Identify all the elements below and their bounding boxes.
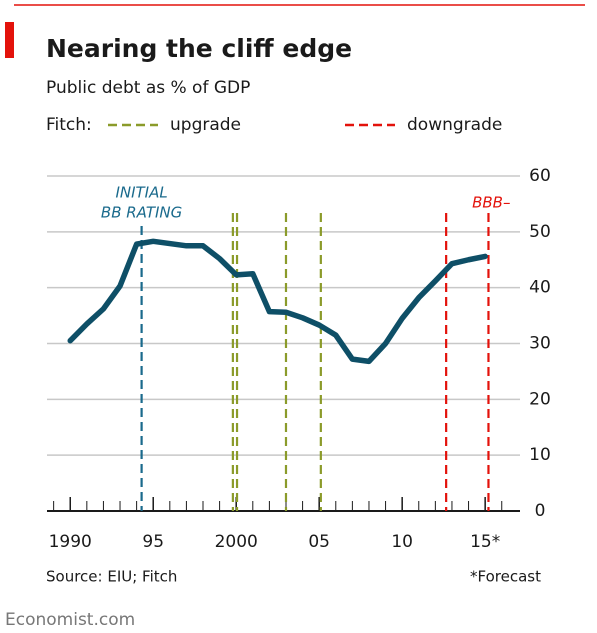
legend-title: Fitch:: [46, 115, 92, 135]
source: Source: EIU; Fitch: [46, 568, 177, 586]
y-tick-label: 30: [529, 334, 551, 354]
chart-subtitle: Public debt as % of GDP: [46, 78, 250, 98]
legend-label: upgrade: [170, 115, 241, 135]
red-tag: [5, 22, 14, 58]
footnote: *Forecast: [470, 568, 541, 586]
x-tick-label: 05: [308, 532, 330, 552]
debt-line: [67, 238, 488, 365]
annotation: BBB–: [472, 194, 510, 212]
annotation: BB RATING: [101, 204, 182, 222]
y-tick-label: 40: [529, 278, 551, 298]
y-tick-label: 50: [529, 222, 551, 242]
credit: Economist.com: [5, 610, 135, 630]
x-tick-label: 2000: [215, 532, 258, 552]
y-tick-label: 0: [535, 501, 546, 521]
chart-title: Nearing the cliff edge: [46, 34, 352, 63]
x-tick-label: 1990: [49, 532, 92, 552]
y-tick-label: 60: [529, 166, 551, 186]
y-tick-label: 10: [529, 445, 551, 465]
legend-label: downgrade: [407, 115, 502, 135]
x-tick-label: 95: [142, 532, 164, 552]
y-tick-label: 20: [529, 389, 551, 409]
annotation: INITIAL: [115, 184, 167, 202]
x-tick-label: 10: [391, 532, 413, 552]
x-tick-label: 15*: [470, 532, 500, 552]
